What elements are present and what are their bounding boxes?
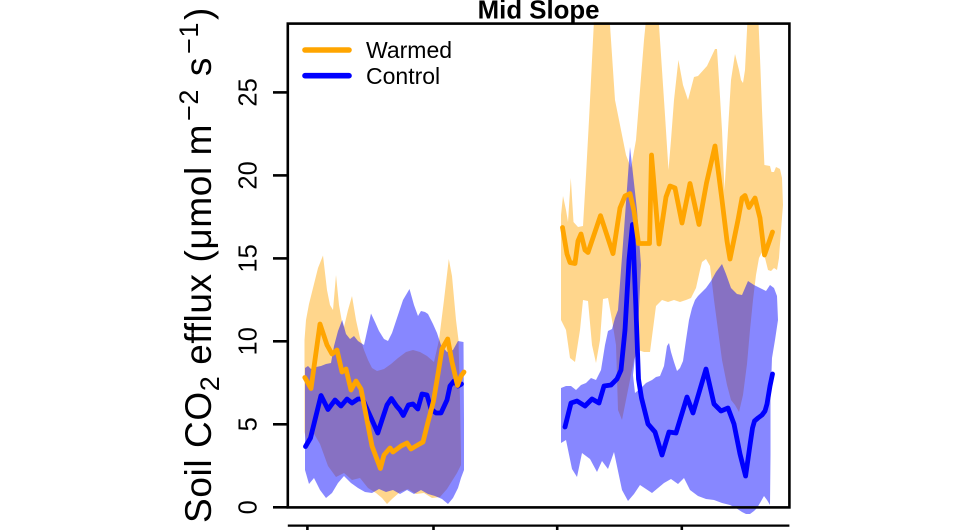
svg-text:Warmed: Warmed bbox=[366, 37, 452, 63]
svg-text:Control: Control bbox=[366, 63, 440, 89]
svg-text:25: 25 bbox=[235, 78, 263, 106]
svg-text:0: 0 bbox=[235, 500, 263, 514]
svg-text:10: 10 bbox=[235, 327, 263, 355]
svg-text:Mid Slope: Mid Slope bbox=[478, 0, 600, 25]
svg-text:15: 15 bbox=[235, 244, 263, 272]
svg-text:Soil CO2 efflux (μmol m−2 s−1): Soil CO2 efflux (μmol m−2 s−1) bbox=[174, 7, 225, 523]
svg-text:20: 20 bbox=[235, 161, 263, 189]
svg-text:5: 5 bbox=[235, 417, 263, 431]
